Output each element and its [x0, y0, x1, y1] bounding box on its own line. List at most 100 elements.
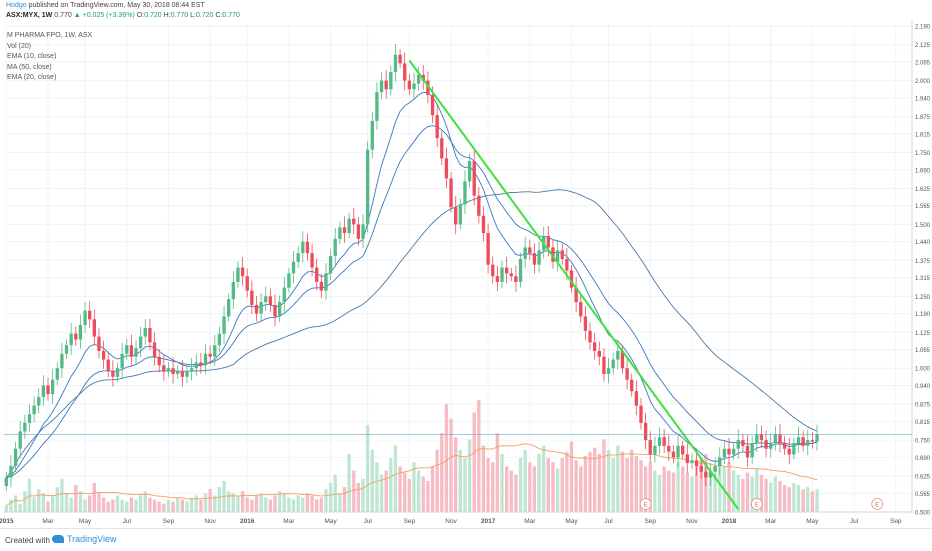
candle-body: [555, 250, 560, 262]
volume-bar: [88, 495, 92, 512]
volume-bar: [152, 499, 157, 512]
candle-body: [755, 434, 759, 443]
time-tick-label: Jul: [604, 518, 613, 525]
candle-body: [227, 299, 231, 317]
volume-bar: [310, 495, 314, 512]
volume-bar: [375, 462, 379, 512]
ema-10-line: [6, 91, 818, 478]
candle-body: [528, 247, 532, 254]
candle-body: [426, 80, 430, 96]
price-tick-label: 1.565: [915, 204, 931, 210]
volume-bar: [23, 491, 27, 512]
candle-body: [236, 267, 240, 282]
legend-ema-10[interactable]: EMA (10, close): [7, 53, 57, 60]
volume-bar: [361, 478, 365, 512]
volume-bar: [389, 458, 393, 512]
earnings-marker-circle: [750, 498, 763, 510]
ma-50-path: [5, 189, 818, 478]
candle-body: [250, 290, 254, 305]
price-tick-label: 1.190: [915, 312, 931, 318]
volume-bar: [611, 458, 615, 512]
volume-bar: [287, 497, 291, 512]
volume-bar: [352, 470, 356, 512]
volume-bar: [518, 458, 523, 512]
price-tick-label: 1.000: [915, 367, 931, 373]
volume-bar: [162, 503, 166, 512]
volume-bar: [588, 451, 592, 512]
volume-bar: [370, 449, 374, 512]
symbol-label[interactable]: ASX:MYX, 1W: [6, 12, 53, 19]
candle-body: [203, 353, 208, 366]
volume-bar: [328, 482, 333, 512]
volume-bar: [60, 478, 64, 512]
time-tick-label: May: [806, 518, 819, 525]
price-tick-label: 1.815: [915, 132, 931, 138]
time-tick-label: Sep: [890, 518, 902, 525]
candle-body: [620, 350, 625, 369]
candle-body: [750, 442, 754, 458]
close-label: C:: [215, 12, 223, 19]
time-tick-label: 2016: [240, 518, 255, 525]
price-change: +0.025 (+3.36%): [82, 12, 135, 19]
candle-body: [458, 204, 462, 225]
volume-bars: [4, 400, 819, 512]
time-tick-label: May: [565, 518, 578, 525]
volume-bar: [491, 462, 495, 512]
price-tick-label: 2.065: [915, 60, 931, 66]
volume-bar: [546, 458, 551, 512]
legend-symbol[interactable]: M PHARMA FPO, 1W, ASX: [7, 32, 93, 39]
volume-bar: [37, 489, 41, 512]
volume-bar: [171, 501, 175, 512]
author-link[interactable]: Hodgo: [6, 2, 27, 9]
volume-bar: [194, 495, 198, 512]
volume-bar: [736, 474, 740, 512]
candle-body: [588, 330, 592, 343]
price-tick-label: 1.375: [915, 259, 931, 265]
time-tick-label: 2015: [0, 518, 14, 525]
volume-bar: [602, 439, 606, 512]
price-chart[interactable]: 0.770 0.500 0.565 0.625 0.690 0.750 0.815 0.87…: [0, 0, 932, 528]
volume-bar: [106, 501, 110, 512]
legend-volume[interactable]: Vol (20): [7, 42, 32, 50]
tradingview-logo[interactable]: TradingView: [52, 534, 117, 544]
volume-bar: [4, 505, 8, 512]
candle-body: [356, 224, 361, 239]
candle-body: [514, 276, 518, 282]
volume-bar: [259, 493, 263, 512]
legend-ema-20[interactable]: EMA (20, close): [7, 74, 57, 81]
low-value: 0.720: [195, 12, 214, 19]
candle-body: [639, 405, 643, 423]
candle-body: [792, 442, 796, 455]
price-tick-label: 2.000: [915, 79, 931, 85]
volume-bar: [333, 474, 337, 512]
candle-body: [713, 465, 717, 472]
candle-body: [504, 267, 509, 274]
volume-bar: [667, 470, 671, 512]
time-axis[interactable]: 2015 Mar May Jul Sep Nov 2016 Mar May Jul Sep Nov 20…: [0, 511, 912, 525]
volume-bar: [616, 445, 620, 512]
candle-body: [301, 241, 305, 254]
volume-bar: [718, 460, 722, 512]
volume-average-line: [6, 443, 818, 507]
volume-bar: [472, 412, 476, 512]
ema-10-path: [6, 91, 818, 478]
ema-20-path: [6, 125, 818, 478]
candle-body: [254, 304, 259, 314]
candle-body: [606, 368, 611, 374]
legend-ma-50[interactable]: MA (50, close): [7, 63, 52, 71]
candle-body: [319, 281, 324, 291]
candle-body: [213, 345, 217, 357]
price-tick-label: 0.565: [915, 492, 931, 498]
candle-body: [189, 368, 194, 372]
candle-body: [764, 440, 768, 449]
candle-body: [671, 451, 676, 458]
volume-bar: [379, 474, 384, 512]
volume-bar: [509, 470, 513, 512]
volume-bar: [273, 495, 277, 512]
volume-bar: [319, 497, 324, 512]
price-axis[interactable]: 0.500 0.565 0.625 0.690 0.750 0.815 0.875 0.940…: [911, 20, 932, 518]
volume-bar: [129, 497, 134, 512]
volume-bar: [620, 451, 625, 512]
candle-body: [18, 431, 22, 449]
